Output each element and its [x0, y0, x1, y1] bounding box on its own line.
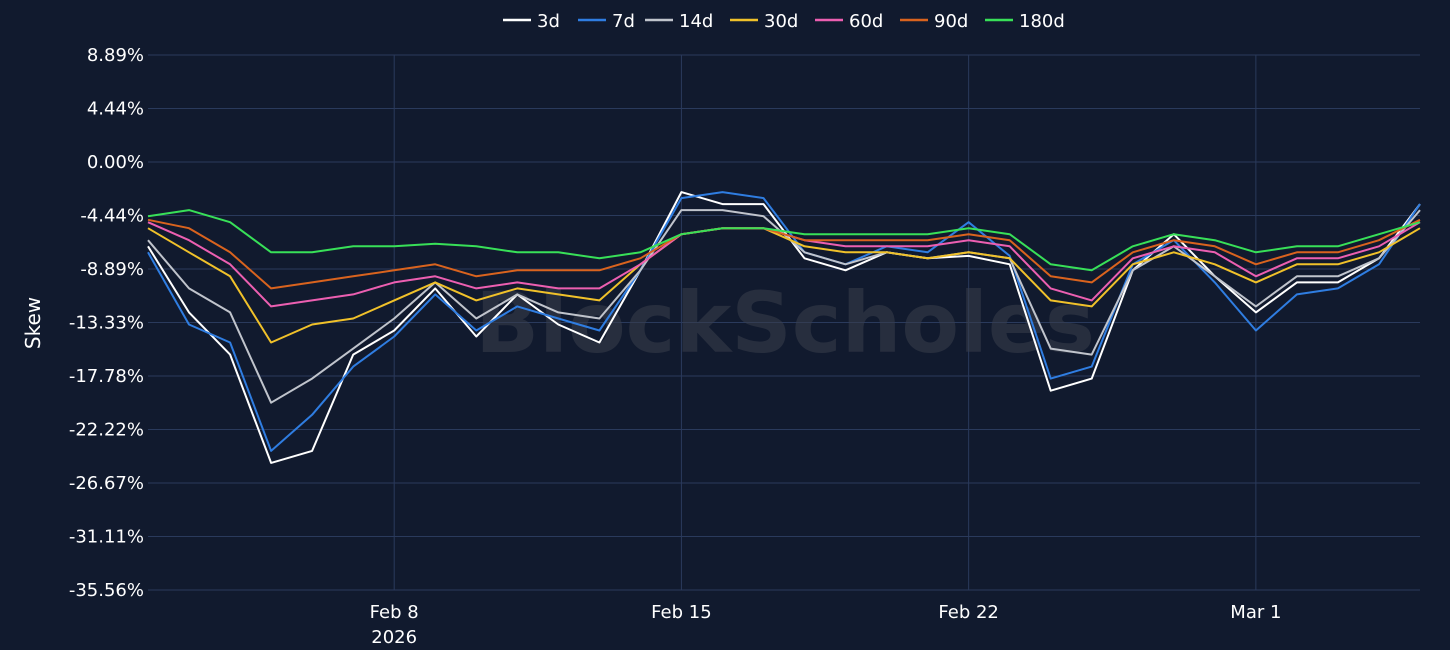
- y-tick-label: -13.33%: [69, 312, 144, 333]
- grid-layer: [148, 54, 1420, 591]
- watermark: BlockScholes: [475, 274, 1095, 372]
- legend-label-3d: 3d: [537, 11, 560, 32]
- legend-label-30d: 30d: [764, 11, 798, 32]
- legend-label-90d: 90d: [934, 11, 968, 32]
- y-axis-title: Skew: [21, 297, 45, 349]
- legend-label-7d: 7d: [612, 11, 635, 32]
- x-tick-label: Feb 22: [938, 602, 999, 623]
- legend-label-180d: 180d: [1019, 11, 1065, 32]
- y-tick-label: -26.67%: [69, 473, 144, 494]
- series-line-180d: [147, 209, 1421, 272]
- y-tick-label: -35.56%: [69, 580, 144, 601]
- y-tick-label: -17.78%: [69, 366, 144, 387]
- x-tick-label: Mar 1: [1230, 602, 1281, 623]
- x-tick-year-label: 2026: [371, 627, 417, 648]
- y-tick-label: 0.00%: [87, 152, 144, 173]
- series-line-7d: [147, 191, 1421, 452]
- x-axis-ticks: Feb 8 2026 Feb 15 Feb 22 Mar 1: [370, 602, 1282, 648]
- x-tick-label: Feb 8: [370, 602, 419, 623]
- x-tick-label: Feb 15: [651, 602, 712, 623]
- series-layer: [147, 191, 1421, 464]
- y-tick-label: -4.44%: [80, 205, 144, 226]
- legend-label-14d: 14d: [679, 11, 713, 32]
- y-axis-ticks: 8.89% 4.44% 0.00% -4.44% -8.89% -13.33% -17.78…: [69, 45, 144, 601]
- y-tick-label: -31.11%: [69, 526, 144, 547]
- series-line-90d: [147, 218, 1421, 290]
- y-tick-label: 8.89%: [87, 45, 144, 66]
- y-tick-label: -22.22%: [69, 419, 144, 440]
- legend-label-60d: 60d: [849, 11, 883, 32]
- y-tick-label: 4.44%: [87, 99, 144, 120]
- series-line-30d: [147, 227, 1421, 344]
- legend: 3d 7d 14d 30d 60d 90d 180d: [503, 11, 1065, 32]
- y-tick-label: -8.89%: [80, 259, 144, 280]
